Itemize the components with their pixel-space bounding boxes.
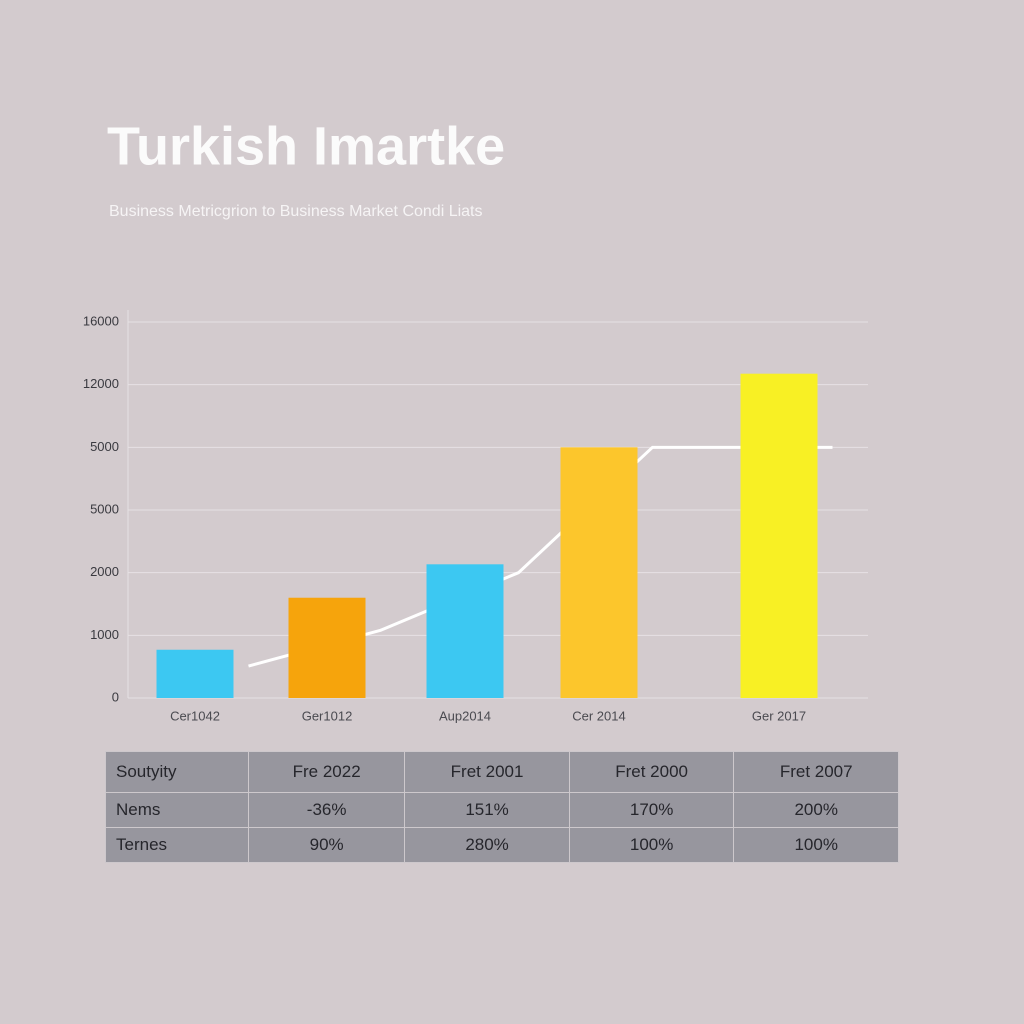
bar <box>560 447 638 698</box>
chart-subtitle: Business Metricgrion to Business Market … <box>109 203 483 220</box>
x-tick-label: Ger 2017 <box>752 708 806 723</box>
y-tick-label: 1000 <box>90 627 119 642</box>
x-tick-label: Cer1042 <box>170 708 220 723</box>
table-cell: 90% <box>247 827 406 863</box>
y-tick-label: 16000 <box>83 313 119 328</box>
table-cell: 280% <box>404 827 570 863</box>
table-cell: 170% <box>568 792 735 828</box>
x-tick-label: Ger1012 <box>302 708 353 723</box>
table-cell: Nems <box>105 792 249 828</box>
table-cell: Fret 2001 <box>404 751 570 793</box>
table-header: Soutyity Fre 2022 Fret 2001 Fret 2000 Fret 2… <box>105 751 899 793</box>
table-row: Ternes 90% 280% 100% 100% <box>105 827 899 863</box>
bar <box>156 649 234 698</box>
chart-title: Turkish Imartke <box>107 116 505 176</box>
chart: Turkish Imartke Business Metricgrion to … <box>83 116 868 723</box>
data-table: Soutyity Fre 2022 Fret 2001 Fret 2000 Fret 2… <box>105 751 899 863</box>
table-cell: 100% <box>568 827 735 863</box>
table-cell: 200% <box>733 792 899 828</box>
bar <box>288 597 366 698</box>
y-tick-label: 12000 <box>83 376 119 391</box>
y-tick-label: 5000 <box>90 501 119 516</box>
x-tick-label: Cer 2014 <box>572 708 625 723</box>
table-row: Nems -36% 151% 170% 200% <box>105 792 899 828</box>
table-cell: Fret 2007 <box>733 751 899 793</box>
bar <box>426 564 504 698</box>
y-tick-label: 2000 <box>90 564 119 579</box>
x-tick-label: Aup2014 <box>439 708 491 723</box>
bar <box>740 373 818 698</box>
y-tick-label: 0 <box>112 689 119 704</box>
table-cell: Soutyity <box>105 751 249 793</box>
table-cell: Ternes <box>105 827 249 863</box>
table-cell: 151% <box>404 792 570 828</box>
table-cell: -36% <box>247 792 406 828</box>
y-tick-label: 5000 <box>90 439 119 454</box>
table-cell: 100% <box>733 827 899 863</box>
table-cell: Fre 2022 <box>247 751 406 793</box>
table-cell: Fret 2000 <box>568 751 735 793</box>
